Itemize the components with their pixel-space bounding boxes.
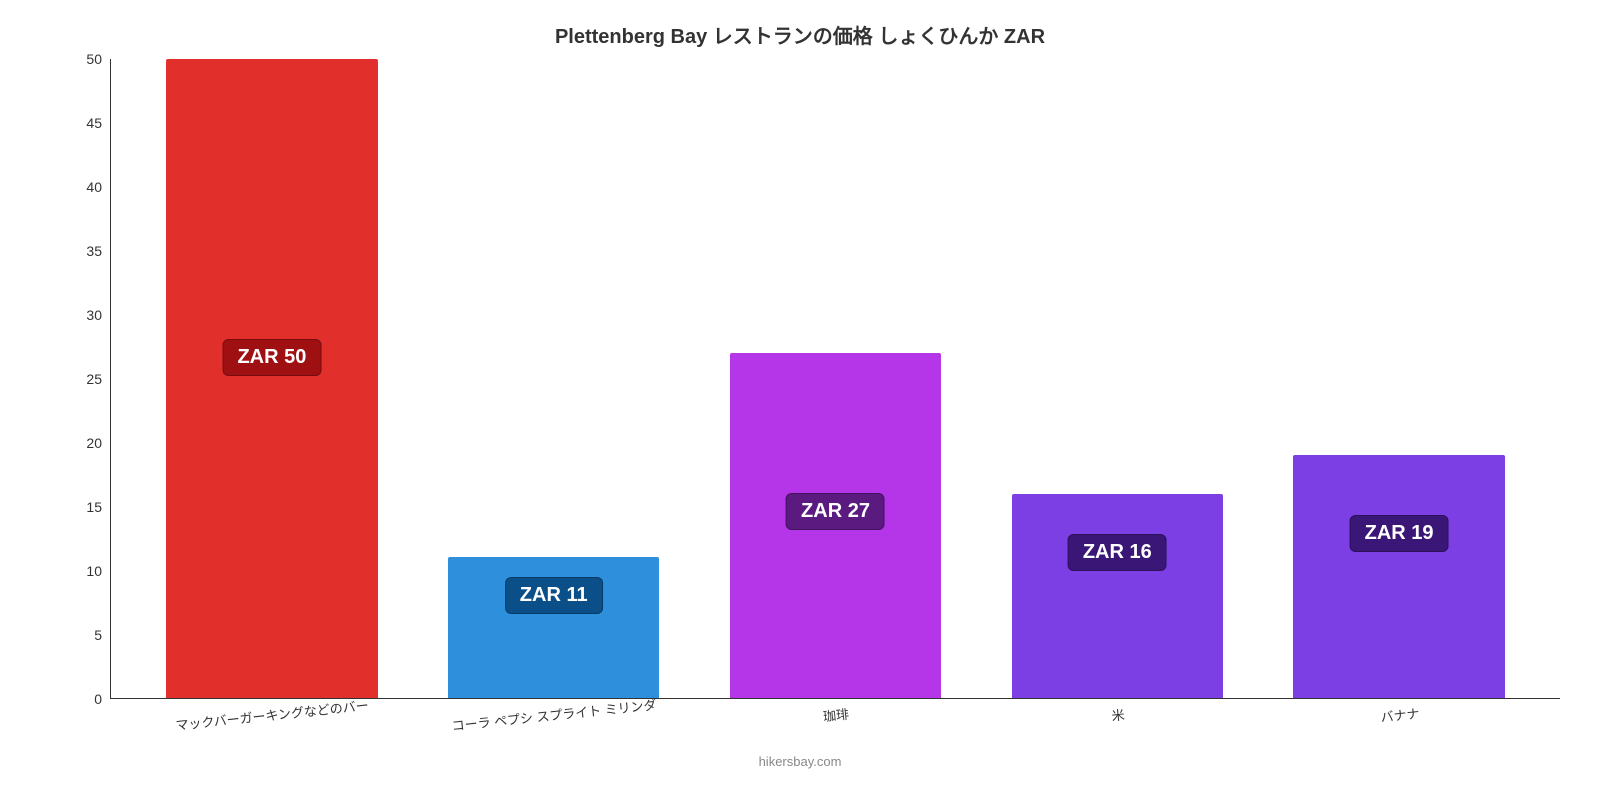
y-tick: 30 <box>42 307 102 323</box>
x-axis: マックバーガーキングなどのバーコーラ ペプシ スプライト ミリンダ珈琲米バナナ <box>40 705 1560 724</box>
bar: ZAR 27 <box>730 353 941 698</box>
y-tick: 35 <box>42 243 102 259</box>
value-badge: ZAR 27 <box>786 493 885 530</box>
value-badge: ZAR 11 <box>505 577 603 614</box>
bar-slot: ZAR 11 <box>413 59 695 698</box>
price-bar-chart: Plettenberg Bay レストランの価格 しょくひんか ZAR 0 5 10… <box>40 20 1560 780</box>
bar: ZAR 16 <box>1012 494 1223 698</box>
chart-title: Plettenberg Bay レストランの価格 しょくひんか ZAR <box>40 20 1560 49</box>
credit-text: hikersbay.com <box>40 754 1560 769</box>
plot-area: ZAR 50 ZAR 11 ZAR 27 ZAR 16 ZAR 19 <box>110 59 1560 699</box>
value-badge: ZAR 19 <box>1350 515 1449 552</box>
value-badge: ZAR 16 <box>1068 534 1167 571</box>
y-tick: 20 <box>42 435 102 451</box>
y-tick: 50 <box>42 51 102 67</box>
plot-row: 05101520253035404550 ZAR 50ZAR 11ZAR 27Z… <box>40 59 1560 699</box>
y-tick: 0 <box>42 691 102 707</box>
y-tick: 40 <box>42 179 102 195</box>
y-tick: 10 <box>42 563 102 579</box>
y-tick: 5 <box>42 627 102 643</box>
bar: ZAR 19 <box>1293 455 1504 698</box>
y-axis: 05101520253035404550 <box>40 59 110 699</box>
bar: ZAR 11 <box>448 557 659 698</box>
bar-slot: ZAR 27 <box>695 59 977 698</box>
bar-slot: ZAR 19 <box>1258 59 1540 698</box>
y-tick: 15 <box>42 499 102 515</box>
bars-container: ZAR 50 ZAR 11 ZAR 27 ZAR 16 ZAR 19 <box>111 59 1560 698</box>
bar-slot: ZAR 16 <box>976 59 1258 698</box>
bar-slot: ZAR 50 <box>131 59 413 698</box>
y-tick: 45 <box>42 115 102 131</box>
bar: ZAR 50 <box>166 59 377 698</box>
y-tick: 25 <box>42 371 102 387</box>
value-badge: ZAR 50 <box>222 339 321 376</box>
